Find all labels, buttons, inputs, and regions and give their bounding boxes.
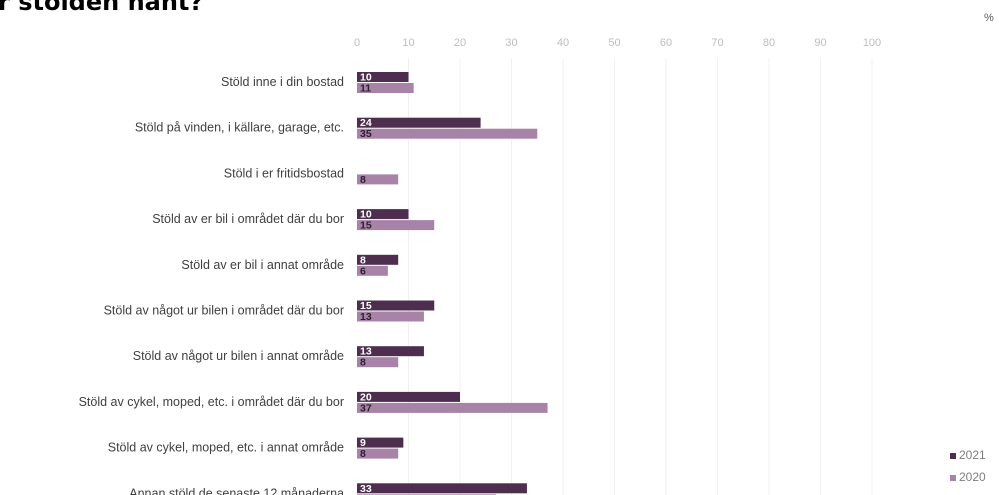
category-label: Stöld av er bil i området där du bor: [152, 212, 344, 226]
bar-2020: [357, 83, 414, 93]
data-label-2021: 8: [360, 254, 366, 266]
bar-2020: [357, 357, 399, 368]
x-tick-label: 70: [711, 37, 723, 49]
legend-item-2020: 2020: [950, 466, 986, 488]
data-label-2021: 10: [360, 72, 372, 84]
legend: 2021 2020: [950, 444, 986, 488]
bar-2020: [357, 311, 424, 322]
x-tick-label: 20: [454, 37, 466, 49]
data-label-2021: 20: [360, 391, 372, 403]
bar-2021: [357, 346, 424, 357]
bars: 10241081513209331135815613837827: [357, 72, 548, 495]
legend-item-2021: 2021: [950, 444, 986, 466]
bar-2020: [357, 265, 388, 276]
category-label: Stöld på vinden, i källare, garage, etc.: [135, 121, 344, 135]
data-label-2020: 13: [360, 311, 372, 323]
legend-label-2021: 2021: [959, 448, 986, 462]
data-label-2020: 8: [360, 448, 366, 460]
bar-2020: [357, 128, 538, 139]
bar-2021: [357, 483, 527, 494]
chart-title: r stölden hänt?: [0, 0, 204, 16]
category-label: Stöld i er fritidsbostad: [224, 166, 344, 180]
legend-label-2020: 2020: [959, 470, 986, 484]
data-label-2020: 37: [360, 402, 372, 414]
x-tick-label: 60: [660, 37, 672, 49]
x-tick-label: 40: [557, 37, 569, 49]
data-label-2020: 11: [360, 83, 371, 95]
category-label: Stöld av er bil i annat område: [181, 258, 344, 272]
bar-2021: [357, 254, 399, 265]
x-tick-label: 30: [505, 37, 517, 49]
bar-2021: [357, 72, 409, 82]
unit-label: %: [984, 12, 994, 24]
data-label-2021: 15: [360, 300, 372, 312]
category-labels: Stöld inne i din bostad Stöld på vinden, …: [79, 75, 344, 495]
category-label: Annan stöld de senaste 12 månaderna: [129, 486, 344, 495]
data-label-2021: 24: [360, 117, 372, 129]
x-tick-label: 50: [608, 37, 620, 49]
bar-2021: [357, 437, 404, 448]
legend-swatch-2021: [950, 452, 956, 459]
x-tick-label: 10: [402, 37, 414, 49]
data-label-2020: 27: [360, 494, 372, 495]
data-label-2020: 8: [360, 174, 366, 186]
bar-2020: [357, 448, 399, 459]
category-label: Stöld av cykel, moped, etc. i annat områ…: [108, 441, 344, 455]
category-label: Stöld av cykel, moped, etc. i området dä…: [79, 395, 344, 409]
category-label: Stöld inne i din bostad: [221, 75, 344, 89]
data-label-2020: 35: [360, 128, 372, 140]
data-label-2020: 15: [360, 220, 372, 232]
data-label-2021: 33: [360, 483, 372, 495]
data-label-2020: 8: [360, 357, 366, 369]
x-tick-label: 0: [354, 37, 360, 49]
data-label-2021: 9: [360, 437, 366, 449]
bar-2021: [357, 391, 460, 402]
legend-swatch-2020: [950, 474, 956, 481]
category-label: Stöld av något ur bilen i området där du…: [104, 304, 344, 318]
data-label-2021: 10: [360, 209, 372, 221]
bar-2020: [357, 402, 548, 413]
x-tick-labels: 0 10 20 30 40 50 60 70 80 90 100: [354, 37, 881, 49]
x-tick-label: 80: [763, 37, 775, 49]
bar-2020: [357, 220, 435, 231]
data-label-2021: 13: [360, 346, 372, 358]
bar-2021: [357, 209, 409, 220]
bar-2020: [357, 174, 399, 185]
x-tick-label: 100: [863, 37, 881, 49]
bar-2021: [357, 300, 435, 311]
bar-2021: [357, 117, 481, 128]
data-label-2020: 6: [360, 265, 366, 277]
category-label: Stöld av något ur bilen i annat område: [133, 349, 344, 363]
x-tick-label: 90: [814, 37, 826, 49]
